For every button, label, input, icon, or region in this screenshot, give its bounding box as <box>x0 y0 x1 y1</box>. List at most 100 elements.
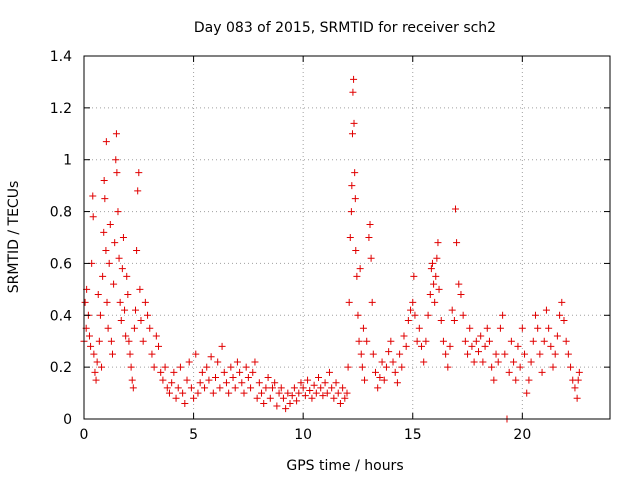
data-point <box>402 342 410 350</box>
data-point <box>238 379 246 387</box>
data-point <box>315 374 323 382</box>
y-tick-label: 1.2 <box>50 101 72 117</box>
data-point <box>464 350 472 358</box>
data-point <box>225 389 233 397</box>
data-point <box>113 169 121 177</box>
data-point <box>127 363 135 371</box>
data-point <box>282 405 290 413</box>
data-point <box>410 272 418 280</box>
data-point <box>396 350 404 358</box>
data-point <box>119 234 127 241</box>
data-point <box>114 208 122 216</box>
data-point <box>306 386 314 394</box>
data-point <box>352 246 360 254</box>
data-point <box>564 350 572 358</box>
data-point <box>432 272 440 280</box>
x-tick-label: 20 <box>513 427 531 443</box>
data-point <box>231 384 239 392</box>
data-point <box>359 324 367 332</box>
data-point <box>413 337 421 345</box>
data-point <box>116 298 124 306</box>
data-point <box>538 368 546 376</box>
data-point <box>118 265 126 273</box>
data-point <box>242 363 250 371</box>
data-point <box>400 332 408 340</box>
data-point <box>431 298 439 306</box>
data-point <box>100 228 108 236</box>
data-point <box>424 311 432 319</box>
data-point <box>453 239 461 247</box>
data-point <box>128 376 136 384</box>
data-point <box>130 324 138 332</box>
axis-ticks <box>83 55 610 420</box>
data-point <box>366 221 374 229</box>
y-tick-label: 0.4 <box>50 308 72 324</box>
data-point <box>380 376 388 384</box>
data-point <box>422 337 430 345</box>
data-point <box>470 358 478 366</box>
data-point <box>146 324 154 332</box>
data-point <box>132 306 140 314</box>
data-point <box>353 272 361 280</box>
data-point <box>536 350 544 358</box>
data-point <box>279 394 287 402</box>
data-point <box>529 337 537 345</box>
data-point <box>222 379 230 387</box>
data-point <box>198 368 206 376</box>
data-point <box>194 389 202 397</box>
data-point <box>85 332 93 340</box>
data-point <box>214 358 222 366</box>
data-point <box>253 394 261 402</box>
data-point <box>91 368 99 376</box>
data-point <box>448 306 456 314</box>
data-point <box>341 394 349 402</box>
data-point <box>393 379 401 387</box>
data-point <box>286 399 294 407</box>
data-point <box>516 363 524 371</box>
data-point <box>183 376 191 384</box>
data-point <box>442 350 450 358</box>
data-point <box>133 246 141 254</box>
data-point <box>571 384 579 392</box>
data-point <box>434 239 442 247</box>
data-point <box>496 324 504 332</box>
data-point <box>357 350 365 358</box>
data-point <box>575 368 583 376</box>
data-point <box>556 311 564 319</box>
data-point <box>479 358 487 366</box>
data-point <box>446 342 454 350</box>
data-point <box>100 176 108 184</box>
data-point <box>106 221 114 229</box>
data-point <box>455 280 463 288</box>
data-point <box>218 342 226 350</box>
data-point <box>295 389 303 397</box>
data-point <box>466 324 474 332</box>
data-point <box>163 384 171 392</box>
data-point <box>355 337 363 345</box>
data-point <box>551 350 559 358</box>
data-point <box>249 368 257 376</box>
data-point <box>345 298 353 306</box>
data-point <box>330 394 338 402</box>
data-point <box>343 389 351 397</box>
data-point <box>264 374 272 382</box>
data-point <box>494 358 502 366</box>
data-point <box>108 350 116 358</box>
data-point <box>426 291 434 299</box>
y-tick-labels: 0 0.2 0.4 0.6 0.8 1 1.2 1.4 <box>50 49 72 428</box>
data-point <box>297 379 305 387</box>
data-point <box>181 399 189 407</box>
data-point <box>488 363 496 371</box>
data-point <box>378 358 386 366</box>
data-point <box>367 254 375 262</box>
data-point <box>499 311 507 319</box>
data-point <box>288 392 296 400</box>
data-point <box>371 368 379 376</box>
data-point <box>531 311 539 319</box>
data-point <box>475 348 482 356</box>
data-point <box>336 399 344 407</box>
data-point <box>534 324 542 332</box>
data-point <box>457 291 465 299</box>
data-point <box>545 324 553 332</box>
